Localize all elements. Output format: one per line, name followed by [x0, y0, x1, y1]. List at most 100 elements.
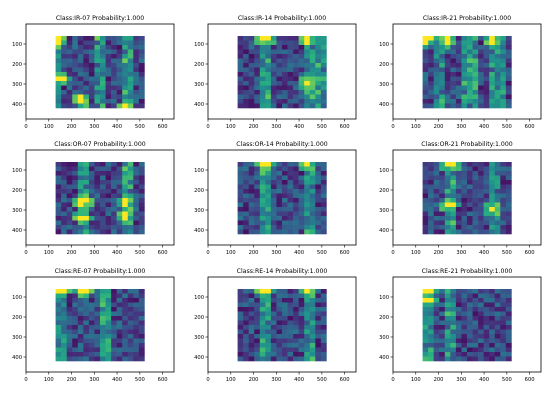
heatmap-cell	[83, 225, 90, 230]
heatmap-cell	[248, 180, 255, 185]
heatmap-cell	[304, 189, 311, 194]
heatmap-cell	[72, 40, 79, 46]
heatmap-cell	[248, 343, 255, 348]
heatmap-cell	[127, 329, 134, 335]
heatmap-cell	[77, 320, 84, 326]
heatmap-cell	[320, 175, 327, 181]
heatmap-cell	[55, 338, 62, 344]
heatmap-cell	[83, 63, 90, 68]
heatmap-cell	[276, 76, 283, 82]
x-tick-label: 200	[249, 377, 259, 383]
heatmap-cell	[320, 352, 327, 357]
heatmap-cell	[439, 293, 446, 299]
heatmap-cell	[428, 329, 434, 335]
heatmap-cell	[433, 189, 440, 194]
heatmap-cell	[94, 166, 101, 172]
heatmap-cell	[500, 45, 507, 50]
heatmap-cell	[61, 352, 67, 357]
heatmap-cell	[77, 49, 84, 55]
heatmap-cell	[309, 311, 316, 317]
heatmap-cell	[88, 193, 95, 199]
heatmap-cell	[66, 220, 73, 226]
heatmap-cell	[489, 216, 496, 221]
heatmap-cell	[483, 103, 490, 109]
heatmap-cell	[450, 49, 457, 55]
heatmap-cell	[94, 347, 101, 353]
heatmap-cell	[298, 334, 305, 339]
axes-frame	[392, 149, 542, 246]
heatmap-cell	[467, 320, 473, 326]
heatmap-cell	[61, 216, 67, 221]
heatmap-cell	[505, 40, 512, 46]
heatmap-cell	[77, 94, 84, 100]
heatmap-cell	[483, 171, 490, 176]
heatmap-cell	[455, 40, 462, 46]
heatmap-cell	[72, 94, 79, 100]
heatmap-cell	[304, 103, 311, 109]
heatmap-cell	[265, 293, 272, 299]
heatmap-cell	[94, 67, 101, 73]
heatmap-cell	[287, 67, 294, 73]
x-tick-label: 100	[44, 377, 54, 383]
heatmap-cell	[478, 171, 484, 176]
heatmap-cell	[259, 166, 266, 172]
heatmap-cell	[259, 94, 266, 100]
heatmap-cell	[489, 63, 496, 68]
heatmap-cell	[248, 40, 255, 46]
heatmap-cell	[478, 85, 484, 91]
heatmap-cell	[100, 356, 106, 362]
heatmap-cell	[472, 329, 479, 335]
heatmap-cell	[100, 211, 106, 217]
y-tick-label: 200	[379, 315, 389, 321]
heatmap-cell	[304, 302, 311, 308]
heatmap-cell	[276, 171, 283, 176]
heatmap-cell	[461, 293, 468, 299]
heatmap-cell	[467, 85, 473, 91]
heatmap-cell	[483, 325, 490, 330]
heatmap-cell	[270, 198, 277, 203]
heatmap-cell	[61, 184, 67, 190]
heatmap-cell	[77, 99, 84, 104]
heatmap-cell	[282, 225, 288, 230]
heatmap-cell	[270, 49, 277, 55]
heatmap-cell	[298, 207, 305, 212]
heatmap-cell	[133, 225, 140, 230]
heatmap-cell	[461, 94, 468, 100]
y-tick-label: 400	[379, 102, 389, 108]
heatmap-cell	[428, 58, 434, 64]
heatmap-cell	[500, 63, 507, 68]
heatmap-cell	[100, 298, 106, 303]
heatmap-cell	[320, 207, 327, 212]
heatmap-cell	[133, 302, 140, 308]
heatmap-cell	[243, 311, 249, 317]
heatmap-cell	[243, 207, 249, 212]
heatmap-cell	[254, 166, 261, 172]
heatmap-cell	[61, 320, 67, 326]
heatmap-cell	[122, 81, 129, 86]
heatmap-cell	[265, 189, 272, 194]
x-tick-label: 400	[479, 250, 489, 256]
heatmap-cell	[270, 293, 277, 299]
heatmap-cell	[138, 311, 145, 317]
axes-frame	[207, 149, 357, 246]
heatmap-cell	[489, 49, 496, 55]
heatmap-cell	[55, 211, 62, 217]
heatmap-cell	[287, 49, 294, 55]
heatmap-cell	[276, 175, 283, 181]
heatmap-cell	[450, 211, 457, 217]
heatmap-cell	[478, 352, 484, 357]
heatmap-cell	[133, 36, 140, 41]
heatmap-cell	[111, 225, 117, 230]
heatmap-cell	[83, 45, 90, 50]
heatmap-cell	[122, 193, 129, 199]
heatmap-cell	[55, 334, 62, 339]
heatmap-cell	[127, 216, 134, 221]
heatmap-cell	[88, 307, 95, 312]
heatmap-cell	[77, 293, 84, 299]
heatmap-cell	[94, 63, 101, 68]
heatmap-cell	[55, 207, 62, 212]
heatmap-cell	[422, 171, 429, 176]
heatmap-cell	[254, 171, 261, 176]
heatmap-cell	[111, 54, 117, 59]
